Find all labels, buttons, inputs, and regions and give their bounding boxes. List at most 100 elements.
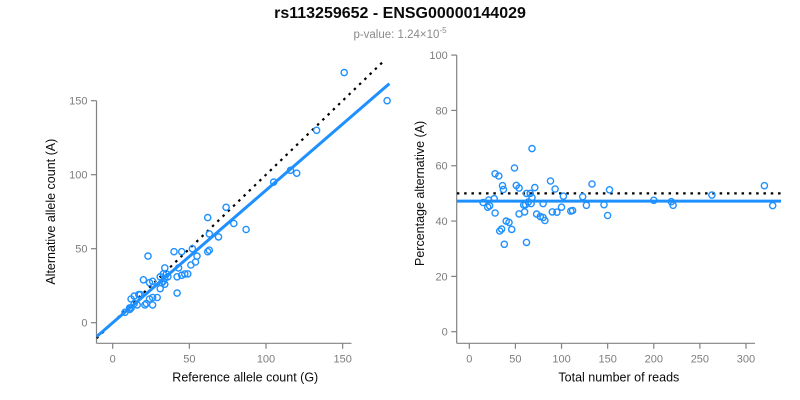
data-point [667,197,676,206]
data-point [494,172,503,180]
data-point [479,198,487,207]
data-point [669,201,677,210]
data-point [203,247,212,256]
data-point [553,208,561,216]
data-point [160,264,169,272]
data-point [156,284,164,293]
data-point [205,246,214,254]
data-point [203,213,212,222]
left-scatter-panel: 0 50 100 150 0 50 100 150 Reference allele count… [44,60,391,384]
data-point [500,240,509,249]
x-tick-label: 150 [333,353,351,365]
data-point [491,209,499,217]
data-point [499,185,508,194]
data-point [539,199,547,208]
data-point [582,201,591,210]
data-point [541,216,549,225]
y-tick-label: 60 [435,161,447,173]
data-point [148,277,157,286]
pvalue-exponent: -5 [439,26,447,35]
x-tick-label: 0 [110,353,116,365]
data-point [141,301,149,309]
right-scatter-panel: 0 50 100 150 200 250 300 0 20 40 60 80 100 Total numb… [413,50,781,384]
y-tick-label: 20 [435,271,447,283]
y-tick-label: 0 [442,327,448,339]
data-point [546,177,555,185]
y-tick-label: 150 [69,96,87,108]
data-point [760,181,769,190]
y-tick-label: 50 [75,244,87,256]
data-point [173,289,181,297]
y-tick-label: 40 [435,216,447,228]
data-point [528,144,536,153]
y-tick-label: 80 [435,105,447,117]
data-point [498,181,507,190]
data-point [164,272,172,281]
y-axis-label: Alternative allele count (A) [44,139,58,285]
data-point [515,184,523,192]
data-point [173,272,181,281]
y-tick-label: 100 [429,50,447,62]
data-point [495,227,504,235]
data-point [588,180,596,188]
x-tick-label: 0 [466,353,472,365]
data-point [505,218,513,227]
data-point [557,203,566,211]
data-point [292,169,301,177]
data-point [242,225,250,234]
x-tick-label: 200 [645,353,663,365]
data-point [605,185,614,194]
data-point [136,290,145,299]
pvalue-subtitle: p-value: 1.24×10-5 [0,26,800,41]
x-tick-label: 100 [552,353,570,365]
data-point [600,200,608,209]
data-point [527,199,535,208]
pvalue-text: p-value: 1.24×10 [353,28,440,41]
data-point [127,304,135,312]
right-plot-points [479,144,777,249]
x-tick-label: 50 [183,353,195,365]
x-tick-label: 250 [691,353,709,365]
x-tick-label: 300 [737,353,755,365]
x-tick-label: 150 [598,353,616,365]
data-point [568,206,577,215]
data-point [214,233,223,241]
data-point [188,244,197,253]
data-point [174,264,183,272]
data-point [491,169,499,178]
data-point [121,308,129,317]
data-point [603,211,612,220]
data-point [522,189,531,198]
data-point [507,225,516,234]
data-point [383,96,391,105]
data-point [708,191,716,199]
data-point [520,208,529,216]
identity-line [96,60,387,340]
data-point [180,270,189,278]
regression-line [96,82,391,338]
x-tick-label: 100 [257,353,275,365]
y-axis-label: Percentage alternative (A) [413,121,427,266]
data-point [148,301,157,309]
data-point [193,252,201,260]
data-point [148,293,157,302]
x-axis-label: Total number of reads [558,370,679,384]
data-point [205,230,214,238]
data-point [485,201,494,210]
data-point [497,225,506,233]
data-point [340,68,349,77]
data-point [522,238,531,247]
y-tick-label: 100 [69,170,87,182]
data-point [768,201,777,210]
data-point [531,183,539,192]
data-point [139,275,148,284]
data-point [177,247,186,256]
x-tick-label: 50 [509,353,521,365]
y-tick-label: 0 [81,318,87,330]
data-point [160,280,169,289]
data-point [286,166,295,175]
data-point [183,270,192,278]
data-point [526,189,535,198]
data-point [510,164,519,172]
